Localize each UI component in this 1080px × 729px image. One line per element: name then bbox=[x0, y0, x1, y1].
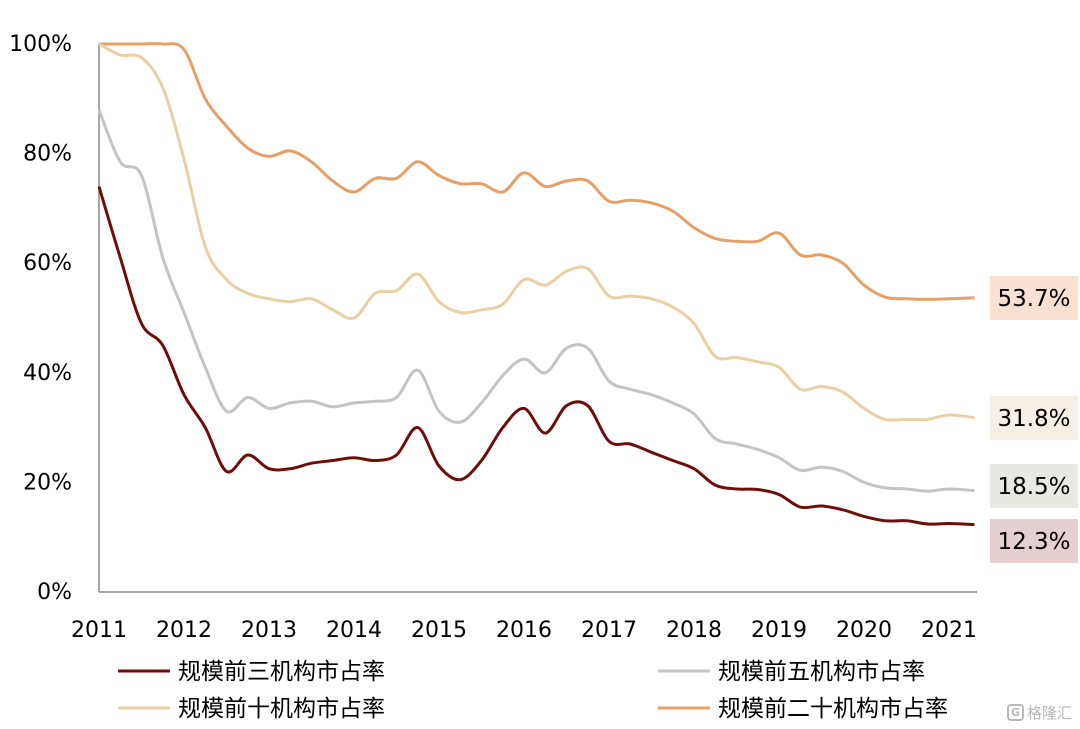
x-tick-label: 2021 bbox=[921, 618, 977, 643]
x-tick-label: 2015 bbox=[411, 618, 467, 643]
x-tick-label: 2011 bbox=[71, 618, 127, 643]
watermark-text: 格隆汇 bbox=[1026, 704, 1072, 722]
y-tick-label: 80% bbox=[23, 142, 72, 167]
x-tick-label: 2012 bbox=[156, 618, 212, 643]
end-value-badge-top5: 18.5% bbox=[990, 464, 1078, 508]
end-value-label: 12.3% bbox=[997, 529, 1070, 555]
x-tick-label: 2018 bbox=[666, 618, 722, 643]
end-value-label: 53.7% bbox=[997, 286, 1070, 312]
series-line-top3 bbox=[97, 186, 975, 527]
y-tick-label: 20% bbox=[23, 470, 72, 495]
series-line-top5 bbox=[97, 109, 975, 493]
x-tick-label: 2017 bbox=[581, 618, 637, 643]
end-value-label: 31.8% bbox=[997, 406, 1070, 432]
end-value-label: 18.5% bbox=[997, 474, 1070, 500]
gelonghui-logo-icon: G bbox=[1006, 704, 1024, 721]
legend-item: 规模前二十机构市占率 bbox=[658, 696, 948, 722]
x-tick-label: 2019 bbox=[751, 618, 807, 643]
y-tick-label: 0% bbox=[37, 580, 72, 605]
legend-label: 规模前十机构市占率 bbox=[178, 696, 385, 722]
x-tick-label: 2014 bbox=[326, 618, 382, 643]
y-tick-labels: 0% 20% 40% 60% 80% 100% bbox=[9, 32, 72, 605]
legend-label: 规模前二十机构市占率 bbox=[718, 696, 948, 722]
series-layer bbox=[97, 42, 975, 527]
y-tick-label: 40% bbox=[23, 361, 72, 386]
legend-label: 规模前五机构市占率 bbox=[718, 659, 925, 685]
x-tick-label: 2013 bbox=[241, 618, 297, 643]
legend-item: 规模前五机构市占率 bbox=[658, 659, 925, 685]
end-value-badge-bg bbox=[990, 276, 1078, 320]
axes bbox=[98, 44, 977, 593]
watermark: G 格隆汇 bbox=[1006, 702, 1072, 723]
end-value-badge-top20: 53.7% bbox=[990, 276, 1078, 320]
legend-label: 规模前三机构市占率 bbox=[178, 659, 385, 685]
y-tick-label: 100% bbox=[9, 32, 72, 57]
end-value-badge-top10: 31.8% bbox=[990, 396, 1078, 440]
legend-item: 规模前三机构市占率 bbox=[118, 659, 385, 685]
end-value-badge-top3: 12.3% bbox=[990, 519, 1078, 563]
end-value-badge-bg bbox=[990, 396, 1078, 440]
x-tick-label: 2020 bbox=[836, 618, 892, 643]
legend: 规模前三机构市占率 规模前五机构市占率 规模前十机构市占率 规模前二十机构市占率 bbox=[118, 659, 948, 722]
end-value-badge-bg bbox=[990, 519, 1078, 563]
x-tick-labels: 2011 2012 2013 2014 2015 2016 2017 2018 … bbox=[71, 618, 977, 643]
legend-item: 规模前十机构市占率 bbox=[118, 696, 385, 722]
x-tick-label: 2016 bbox=[496, 618, 552, 643]
end-value-badge-bg bbox=[990, 464, 1078, 508]
series-line-top10 bbox=[98, 42, 975, 422]
y-tick-label: 60% bbox=[23, 251, 72, 276]
end-value-badges: 12.3% 18.5% 31.8% 53.7% bbox=[990, 276, 1078, 563]
series-line-top20 bbox=[98, 42, 975, 301]
